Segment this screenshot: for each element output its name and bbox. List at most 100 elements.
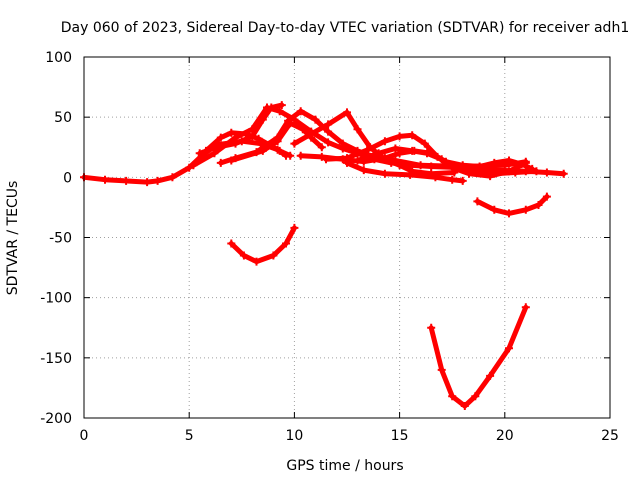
data-point-arc10 [448, 175, 457, 184]
y-tick-label: 0 [63, 170, 72, 186]
data-point-arc1 [168, 173, 177, 182]
data-point-arc12 [290, 223, 299, 232]
data-point-arc11 [374, 149, 383, 158]
data-point-arc7 [395, 161, 404, 170]
series-line-arc1 [81, 138, 289, 185]
chart-title: Day 060 of 2023, Sidereal Day-to-day VTE… [61, 20, 629, 36]
data-point-arc3 [216, 133, 225, 142]
data-point-arc9 [322, 155, 330, 164]
data-point-arc7 [353, 125, 362, 134]
data-point-arc11 [437, 155, 446, 164]
data-point-arc10 [343, 158, 351, 167]
data-point-arc8 [475, 162, 484, 171]
data-point-arc5 [324, 127, 333, 136]
data-point-arc6 [258, 146, 267, 155]
x-tick-label: 10 [285, 428, 303, 444]
data-point-arc11 [471, 168, 480, 177]
data-point-arc6 [227, 156, 236, 165]
data-point-arc3 [254, 134, 263, 143]
data-point-arc14 [505, 344, 513, 353]
data-point-arc6 [317, 143, 326, 152]
data-point-arc4 [258, 115, 267, 124]
data-point-arc9 [521, 158, 530, 167]
y-tick-label: 50 [54, 110, 72, 126]
data-point-arc13 [534, 201, 543, 209]
y-tick-label: -150 [40, 351, 72, 367]
x-axis-label: GPS time / hours [286, 458, 403, 474]
data-point-arc11 [490, 169, 499, 178]
data-point-arc11 [532, 167, 541, 176]
data-point-arc14 [471, 392, 480, 401]
data-point-arc11 [353, 156, 362, 165]
x-tick-label: 15 [391, 428, 409, 444]
data-point-arc7 [290, 139, 299, 148]
data-point-arc13 [521, 205, 530, 214]
data-point-arc4 [195, 149, 204, 158]
data-point-arc12 [227, 239, 236, 248]
data-point-arc8 [380, 154, 389, 163]
data-point-arc1 [101, 175, 109, 184]
data-point-arc7 [324, 120, 333, 129]
data-point-arc10 [458, 176, 467, 185]
data-point-arc12 [239, 251, 248, 260]
data-point-arc6 [286, 119, 295, 128]
data-point-arc5 [338, 139, 347, 148]
plot-frame [83, 56, 611, 419]
data-point-arc5 [416, 161, 425, 170]
data-point-arc12 [269, 251, 278, 260]
data-point-arc10 [406, 170, 415, 179]
y-tick-label: 100 [45, 50, 72, 66]
x-tick-label: 5 [185, 428, 194, 444]
data-point-arc11 [423, 149, 431, 158]
data-point-arc14 [448, 392, 457, 401]
data-point-arc5 [216, 158, 225, 167]
data-point-arc4 [231, 139, 240, 148]
data-point-arc1 [122, 176, 131, 185]
data-point-arc5 [296, 107, 305, 116]
series-line-arc12 [228, 225, 297, 265]
data-point-arc14 [486, 371, 495, 380]
data-point-arc13 [542, 192, 551, 201]
data-point-arc9 [395, 132, 404, 141]
data-point-arc4 [248, 132, 257, 141]
data-point-arc7 [307, 130, 316, 138]
data-point-arc3 [227, 128, 236, 137]
series-line-arc14 [428, 304, 529, 409]
series-line-arc5 [218, 108, 529, 169]
data-point-arc2 [542, 168, 551, 177]
data-point-arc11 [408, 146, 417, 155]
data-point-arc2 [324, 138, 333, 147]
x-tick-label: 20 [496, 428, 514, 444]
data-point-arc12 [282, 239, 290, 248]
data-point-arc4 [277, 101, 286, 110]
y-axis-label: SDTVAR / TECUs [5, 181, 21, 296]
data-point-arc11 [454, 163, 463, 172]
data-point-arc3 [286, 151, 295, 160]
data-point-arc8 [296, 151, 305, 160]
y-tick-label: -50 [49, 231, 72, 247]
x-tick-label: 25 [601, 428, 619, 444]
data-point-arc9 [420, 139, 429, 148]
data-point-arc9 [380, 137, 389, 146]
data-point-arc13 [490, 205, 499, 214]
data-point-arc14 [521, 303, 530, 312]
series-line-arc2 [190, 105, 567, 177]
data-point-arc2 [189, 161, 198, 170]
data-point-arc6 [273, 137, 282, 146]
data-point-arc11 [391, 144, 400, 153]
data-point-arc9 [408, 131, 417, 140]
data-point-arc1 [153, 176, 162, 185]
data-point-arc2 [275, 107, 284, 116]
data-point-arc5 [311, 115, 320, 124]
data-point-arc8 [490, 158, 499, 167]
data-point-arc14 [460, 402, 469, 410]
data-point-arc3 [275, 146, 284, 155]
data-point-arc6 [298, 125, 307, 134]
data-point-arc13 [473, 197, 482, 206]
data-point-arc14 [427, 323, 436, 332]
data-point-arc2 [559, 169, 568, 178]
data-point-arc8 [317, 152, 326, 161]
x-tick-label: 0 [80, 428, 89, 444]
y-tick-label: -100 [40, 291, 72, 307]
